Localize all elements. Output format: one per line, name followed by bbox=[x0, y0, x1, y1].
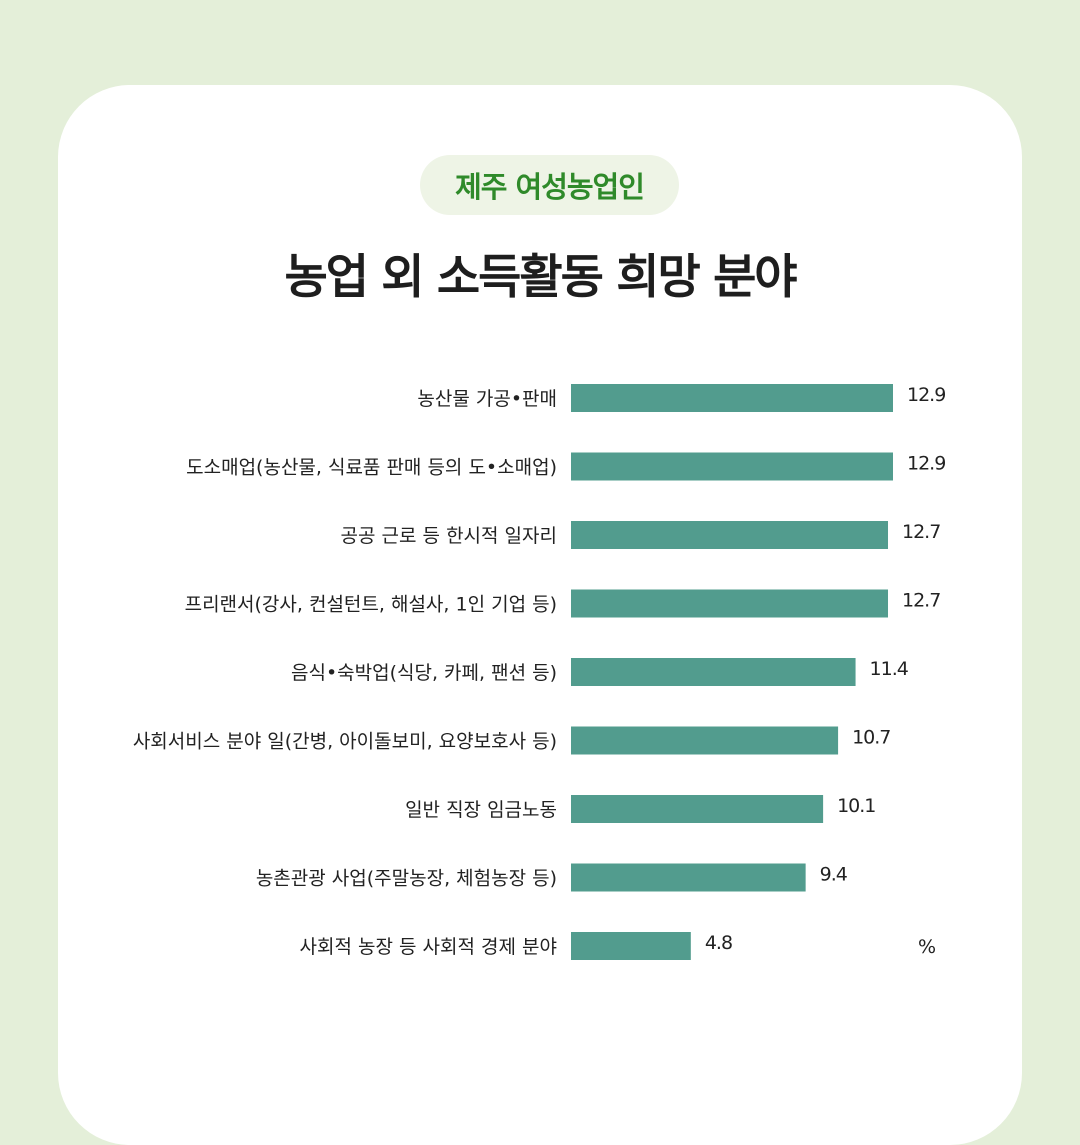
bar-6 bbox=[571, 726, 839, 755]
value-label-2: 12.9 bbox=[907, 453, 945, 475]
bar-1 bbox=[571, 384, 893, 412]
value-label-5: 11.4 bbox=[870, 658, 909, 680]
value-label-8: 9.4 bbox=[820, 864, 848, 886]
category-label-2: 도소매업(농산물, 식료품 판매 등의 도•소매업) bbox=[186, 457, 557, 479]
category-label-4: 프리랜서(강사, 컨설턴트, 해설사, 1인 기업 등) bbox=[185, 594, 557, 616]
bar-9 bbox=[571, 932, 691, 960]
bar-7 bbox=[571, 795, 824, 823]
category-label-5: 음식•숙박업(식당, 카페, 팬션 등) bbox=[291, 662, 557, 684]
bar-8 bbox=[571, 863, 806, 892]
category-label-8: 농촌관광 사업(주말농장, 체험농장 등) bbox=[256, 868, 557, 890]
value-label-9: 4.8 bbox=[705, 932, 732, 954]
value-label-1: 12.9 bbox=[907, 384, 945, 406]
category-label-1: 농산물 가공•판매 bbox=[417, 388, 557, 410]
category-label-9: 사회적 농장 등 사회적 경제 분야 bbox=[300, 936, 557, 958]
region-badge: 제주 여성농업인 bbox=[420, 155, 679, 215]
value-label-6: 10.7 bbox=[852, 727, 890, 749]
page-title: 농업 외 소득활동 희망 분야 bbox=[284, 250, 797, 305]
category-label-7: 일반 직장 임금노동 bbox=[405, 799, 557, 821]
bar-2 bbox=[571, 452, 893, 481]
category-label-3: 공공 근로 등 한시적 일자리 bbox=[341, 525, 557, 547]
value-label-4: 12.7 bbox=[902, 590, 940, 612]
bar-chart: 농산물 가공•판매 12.9 도소매업(농산물, 식료품 판매 등의 도•소매업) 1… bbox=[133, 384, 946, 960]
value-label-7: 10.1 bbox=[837, 795, 875, 817]
bar-5 bbox=[571, 658, 856, 686]
bar-3 bbox=[571, 521, 889, 549]
bar-4 bbox=[571, 589, 889, 618]
unit-label: % bbox=[918, 936, 936, 958]
category-label-6: 사회서비스 분야 일(간병, 아이돌보미, 요양보호사 등) bbox=[133, 731, 557, 753]
value-label-3: 12.7 bbox=[902, 521, 940, 543]
